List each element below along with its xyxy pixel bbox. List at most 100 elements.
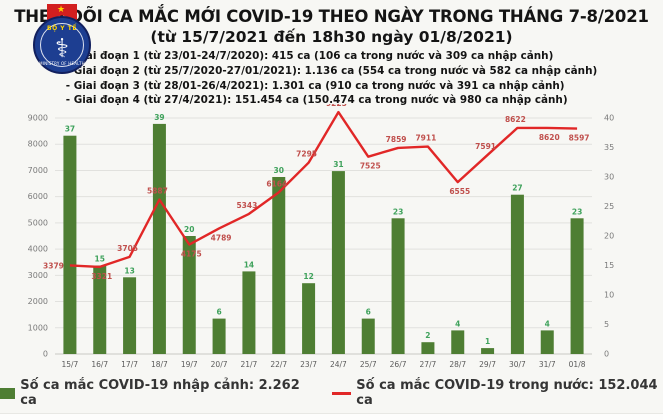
right-axis-tick-label: 10 [604,291,614,300]
right-axis-tick-label: 30 [604,173,614,182]
line-value-label: 5887 [147,187,168,196]
line-value-label: 9225 [326,104,347,108]
left-axis-tick-label: 3000 [28,271,48,280]
line-value-label: 8620 [539,133,560,142]
bar-value-label: 23 [393,207,403,216]
bar-value-label: 12 [303,272,313,281]
star-icon: ★ [57,5,66,15]
x-axis-label: 01/8 [569,360,586,369]
bar-value-label: 30 [274,166,284,175]
line-value-label: 6164 [266,179,287,188]
page-title: THEO DÕI CA MẮC MỚI COVID-19 THEO NGÀY T… [14,7,649,26]
x-axis-label: 27/7 [419,360,436,369]
bar-value-label: 2 [425,331,430,340]
x-axis-label: 22/7 [270,360,287,369]
domestic-cases-line [69,110,578,269]
phase-2-summary: - Giai đoạn 2 (từ 25/7/2020-27/01/2021):… [65,64,598,77]
right-axis-tick-label: 35 [604,143,614,152]
line-value-label: 7591 [475,142,496,151]
line-value-label: 7525 [360,162,381,171]
line-value-label: 3321 [91,272,112,281]
x-axis-label: 24/7 [330,360,347,369]
domestic-line-swatch [332,391,352,395]
logo-label: BỘ Y TẾ [47,25,77,32]
line-value-label: 3705 [117,244,138,253]
bar-value-label: 15 [95,255,105,264]
bar-value-label: 23 [572,207,582,216]
x-axis-label: 17/7 [121,360,138,369]
logo-ring [40,23,84,67]
x-axis-label: 19/7 [181,360,198,369]
left-axis-tick-label: 8000 [28,140,48,149]
right-axis-tick-label: 15 [604,261,614,270]
bar [93,265,107,354]
bar [570,218,584,354]
bar [540,330,554,354]
line-value-label: 8597 [569,134,590,143]
imported-bar-swatch [0,387,16,399]
left-axis-tick-label: 9000 [28,114,48,123]
bar-value-label: 31 [333,160,343,169]
bar-value-label: 20 [184,225,194,234]
x-axis-label: 15/7 [61,360,78,369]
bar [123,277,137,354]
bar-value-label: 37 [65,125,75,134]
bar-value-label: 6 [366,308,371,317]
x-axis-label: 30/7 [509,360,526,369]
left-axis-tick-label: 6000 [28,192,48,201]
line-value-label: 5343 [236,201,257,210]
left-axis-tick-label: 4000 [28,245,48,254]
x-axis-label: 21/7 [240,360,257,369]
line-value-label: 7859 [386,135,407,144]
bar [63,135,77,354]
line-value-label: 4175 [181,250,202,259]
bar [451,330,465,354]
x-axis-label: 31/7 [539,360,556,369]
left-axis-tick-label: 1000 [28,323,48,332]
chart-legend: Số ca mắc COVID-19 nhập cảnh: 2.262 ca S… [0,378,663,408]
bar-value-label: 4 [545,319,550,328]
legend-domestic-label: Số ca mắc COVID-19 trong nước: 152.044 c… [356,378,658,408]
x-axis-label: 20/7 [211,360,228,369]
left-axis-tick-label: 5000 [28,218,48,227]
x-axis-label: 16/7 [91,360,108,369]
bar [481,348,495,354]
line-value-label: 8622 [505,115,526,124]
logo-circle: BỘ Y TẾ ⚕ MINISTRY OF HEALTH [33,16,91,74]
line-value-label: 6555 [449,187,470,196]
phase-1-summary: - Giai đoạn 1 (từ 23/01-24/7/2020): 415 … [65,50,554,62]
bar [152,123,166,355]
phase-summary-list: - Giai đoạn 1 (từ 23/01-24/7/2020): 415 … [66,49,597,108]
legend-item-imported: Số ca mắc COVID-19 nhập cảnh: 2.262 ca [0,378,306,408]
bar-value-label: 1 [485,337,490,346]
bar [421,342,435,354]
phase-3-summary: - Giai đoạn 3 (từ 28/01-26/4/2021): 1.30… [65,79,565,92]
legend-imported-label: Số ca mắc COVID-19 nhập cảnh: 2.262 ca [20,378,300,408]
bar [361,318,375,354]
x-axis-label: 29/7 [479,360,496,369]
logo-sublabel: MINISTRY OF HEALTH [39,61,85,66]
left-axis-tick-label: 0 [43,350,48,359]
bar [212,318,226,354]
x-axis-label: 28/7 [449,360,466,369]
bar [182,236,196,354]
bar-value-label: 4 [455,319,460,328]
line-value-label: 7295 [296,150,317,159]
line-value-label: 3379 [43,261,64,270]
bottom-strip [0,413,663,420]
legend-item-domestic: Số ca mắc COVID-19 trong nước: 152.044 c… [332,378,663,408]
left-axis-tick-label: 7000 [28,166,48,175]
left-axis-tick-label: 2000 [28,297,48,306]
bar [510,194,524,354]
right-axis-tick-label: 20 [604,232,614,241]
bar-value-label: 27 [512,184,522,193]
x-axis-label: 25/7 [360,360,377,369]
bar-value-label: 39 [154,113,164,122]
line-value-label: 7911 [415,134,436,143]
right-axis-tick-label: 5 [604,320,609,329]
covid-daily-cases-chart: 0 1000 2000 3000 4000 5000 6000 7000 8000 9000 0 5 1… [28,104,615,369]
bar [331,171,345,354]
line-value-label: 4789 [211,233,232,242]
right-axis-tick-label: 25 [604,202,614,211]
ministry-of-health-logo: ★ BỘ Y TẾ ⚕ MINISTRY OF HEALTH [27,4,97,88]
